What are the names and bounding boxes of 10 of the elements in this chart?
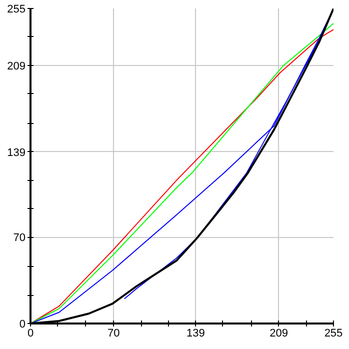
y-tick-label: 209 (7, 60, 26, 72)
x-tick-label: 139 (186, 328, 205, 340)
y-tick-label: 0 (19, 318, 26, 330)
x-tick-label: 209 (270, 328, 288, 340)
y-tick-label: 139 (7, 146, 26, 159)
y-tick-label: 70 (13, 232, 26, 244)
x-tick-label: 70 (108, 328, 120, 340)
x-tick-label: 255 (324, 328, 343, 340)
x-tick-label: 0 (27, 328, 34, 340)
y-tick-label: 255 (7, 4, 26, 16)
